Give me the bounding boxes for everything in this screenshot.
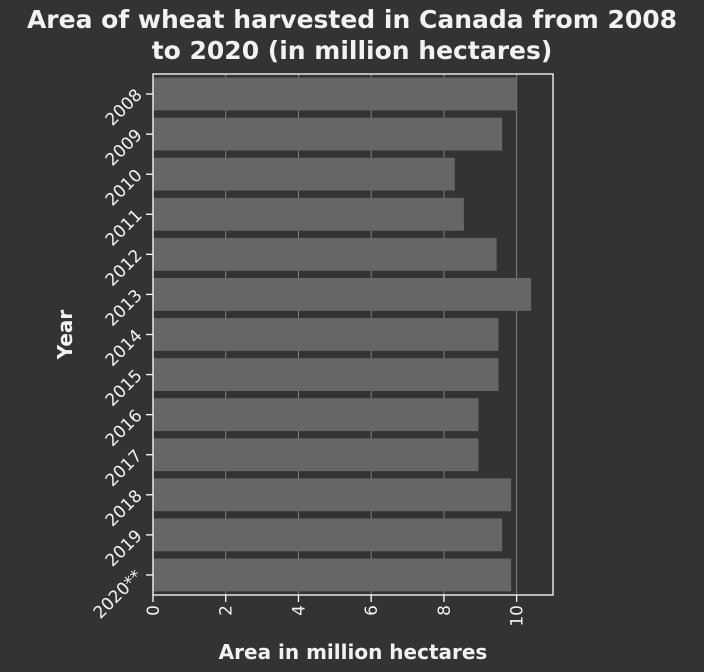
bar-2010 [153,157,455,191]
y-tick-label: 2011 [102,206,147,251]
bar-2017 [153,438,479,472]
y-tick-label: 2013 [102,286,147,331]
bar-2008 [153,77,517,111]
y-tick-label: 2016 [102,406,147,451]
y-tick-label: 2020** [90,566,147,623]
bar-2019 [153,518,503,552]
bar-2020 [153,558,512,592]
bar-2009 [153,117,503,151]
bar-2018 [153,478,512,512]
bar-2011 [153,197,464,231]
y-tick-label: 2014 [102,326,147,371]
bar-2013 [153,277,532,311]
y-tick-label: 2008 [102,85,147,130]
chart-title-line-2: to 2020 (in million hectares) [151,36,553,65]
bar-2015 [153,358,499,392]
bar-2014 [153,318,499,351]
x-tick-label: 0 [144,605,164,616]
y-tick-label: 2018 [102,486,147,531]
x-tick-label: 8 [435,605,455,616]
y-tick-label: 2010 [102,166,147,211]
y-tick-label: 2017 [102,446,147,491]
y-tick-label: 2019 [102,526,147,571]
x-tick-label: 2 [217,605,237,616]
y-tick-label: 2009 [102,126,147,171]
x-tick-label: 6 [362,605,382,616]
bar-2016 [153,398,479,432]
x-tick-label: 4 [289,605,309,616]
y-axis-label: Year [53,310,77,361]
chart-title-line-1: Area of wheat harvested in Canada from 2… [26,5,678,34]
bar-2012 [153,237,497,271]
chart-title: Area of wheat harvested in Canada from 2… [0,4,704,66]
y-tick-label: 2012 [102,246,147,291]
x-axis-label: Area in million hectares [219,640,488,664]
x-tick-label: 10 [508,605,528,627]
y-tick-label: 2015 [102,366,147,411]
